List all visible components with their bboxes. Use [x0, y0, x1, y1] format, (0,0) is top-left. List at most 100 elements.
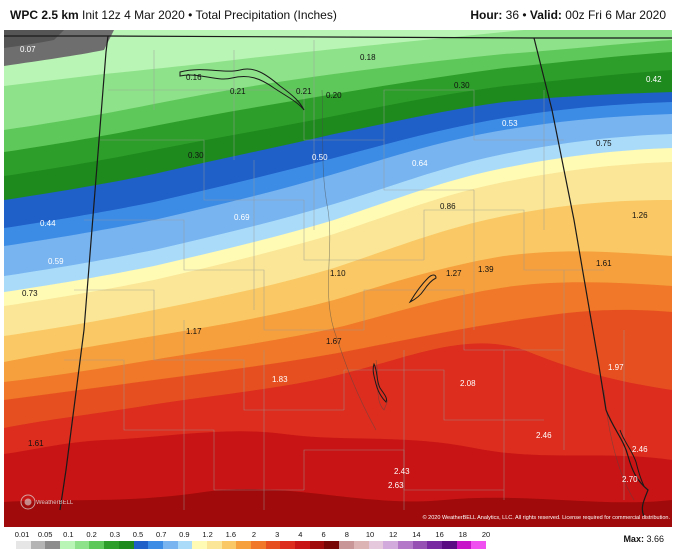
legend-swatch [236, 541, 251, 549]
alabama-river [372, 362, 387, 403]
legend-tick-label: 1.2 [202, 530, 213, 539]
init-time: Init 12z 4 Mar 2020 [82, 8, 185, 22]
value-label: 1.83 [272, 375, 288, 384]
legend-swatch [471, 541, 486, 549]
legend-swatch [177, 541, 193, 549]
border-al-ga-south [605, 409, 649, 517]
precipitation-map: 0.07 0.16 0.21 0.21 0.20 0.18 0.30 0.42 … [4, 30, 672, 527]
value-label: 0.07 [20, 45, 36, 54]
value-label: 1.61 [28, 439, 44, 448]
legend-tick-label: 12 [389, 530, 398, 539]
legend-swatch [89, 541, 105, 549]
legend-swatch [45, 541, 61, 549]
value-label: 2.63 [388, 481, 404, 490]
legend-ticks: 0.01 0.05 0.1 0.2 0.3 0.5 0.7 0.9 1.2 1.6 2 3 4 6 8 10 1… [14, 530, 490, 540]
value-label: 1.39 [478, 265, 494, 274]
value-label: 0.64 [412, 159, 428, 168]
legend-tick-label: 0.2 [86, 530, 97, 539]
value-label: 0.18 [360, 53, 376, 62]
legend-tick-label: 14 [412, 530, 421, 539]
value-label: 0.30 [188, 151, 204, 160]
product-name: Total Precipitation (Inches) [195, 8, 337, 22]
tennessee-river [179, 68, 305, 111]
border-ms-al [59, 35, 109, 511]
lake-martin [408, 274, 437, 304]
header-bar: WPC 2.5 km Init 12z 4 Mar 2020 • Total P… [0, 0, 680, 30]
legend-swatch [383, 541, 398, 549]
value-label: 0.42 [646, 75, 662, 84]
value-label: 2.46 [632, 445, 648, 454]
map-title: WPC 2.5 km Init 12z 4 Mar 2020 • Total P… [10, 8, 337, 22]
legend-swatch [397, 541, 413, 549]
band-0-15in [4, 30, 524, 86]
legend-swatch [206, 541, 222, 549]
value-label: 0.21 [296, 87, 312, 96]
legend-tick-label: 6 [321, 530, 326, 539]
legend-tick-label: 0.05 [37, 530, 53, 539]
legend-tick-label: 0.01 [14, 530, 30, 539]
legend-swatch [412, 541, 428, 549]
legend-swatch [104, 541, 119, 549]
state-borders [4, 35, 672, 517]
value-label: 0.73 [22, 289, 38, 298]
value-label: 1.17 [186, 327, 202, 336]
legend-tick-label: 10 [365, 530, 375, 539]
legend-swatch [339, 541, 354, 549]
value-label: 0.75 [596, 139, 612, 148]
legend-tick-label: 18 [458, 530, 467, 539]
value-label: 2.46 [536, 431, 552, 440]
title-separator: • [188, 8, 193, 22]
value-label: 1.67 [326, 337, 342, 346]
model-name: WPC 2.5 km [10, 8, 79, 22]
logo-text: WeatherBELL [36, 500, 74, 506]
legend-swatch [162, 541, 178, 549]
legend-swatch [251, 541, 266, 549]
band-0-05in [4, 30, 64, 48]
value-label: 0.59 [48, 257, 64, 266]
value-labels: 0.07 0.16 0.21 0.21 0.20 0.18 0.30 0.42 … [20, 45, 662, 490]
border-tn-al [107, 35, 535, 39]
legend-swatch [280, 541, 296, 549]
color-legend: 0.01 0.05 0.1 0.2 0.3 0.5 0.7 0.9 1.2 1.6 2 3 4 6 8 10 1… [14, 530, 490, 550]
max-label: Max: [623, 534, 644, 544]
legend-swatch [368, 541, 384, 549]
legend-swatch [427, 541, 442, 549]
legend-swatch [30, 541, 46, 549]
value-label: 1.61 [596, 259, 612, 268]
value-label: 1.26 [632, 211, 648, 220]
value-label: 2.08 [460, 379, 476, 388]
valid-time: Hour: 36 • Valid: 00z Fri 6 Mar 2020 [470, 8, 666, 22]
legend-swatch [221, 541, 237, 549]
value-label: 0.21 [230, 87, 246, 96]
legend-swatch [148, 541, 163, 549]
max-value: 3.66 [646, 534, 664, 544]
copyright-notice: © 2020 WeatherBELL Analytics, LLC. All r… [422, 515, 670, 521]
value-label: 1.97 [608, 363, 624, 372]
valid-value: 00z Fri 6 Mar 2020 [565, 8, 666, 22]
legend-swatch [456, 541, 472, 549]
hour-value: 36 [505, 8, 520, 22]
legend-tick-label: 0.7 [155, 530, 167, 539]
legend-tick-label: 0.5 [132, 530, 144, 539]
border-al-ga [533, 37, 607, 411]
legend-tick-label: 2 [251, 530, 257, 539]
value-label: 2.70 [622, 475, 638, 484]
legend-swatch [192, 541, 207, 549]
legend-tick-label: 1.6 [225, 530, 237, 539]
legend-swatch [118, 541, 134, 549]
legend-swatch [309, 541, 325, 549]
value-label: 0.20 [326, 91, 342, 100]
legend-swatch [441, 541, 457, 549]
value-label: 0.69 [234, 213, 250, 222]
legend-tick-label: 8 [344, 530, 349, 539]
legend-tick-label: 0.1 [63, 530, 74, 539]
value-label: 0.53 [502, 119, 518, 128]
max-readout: Max: 3.66 [623, 534, 664, 544]
logo-mark: WeatherBELL [20, 494, 74, 510]
legend-color-bar [16, 541, 486, 549]
value-label: 0.50 [312, 153, 328, 162]
value-label: 0.30 [454, 81, 470, 90]
legend-tick-label: 4 [298, 530, 303, 539]
legend-swatch [60, 541, 75, 549]
legend-swatch [16, 541, 31, 549]
